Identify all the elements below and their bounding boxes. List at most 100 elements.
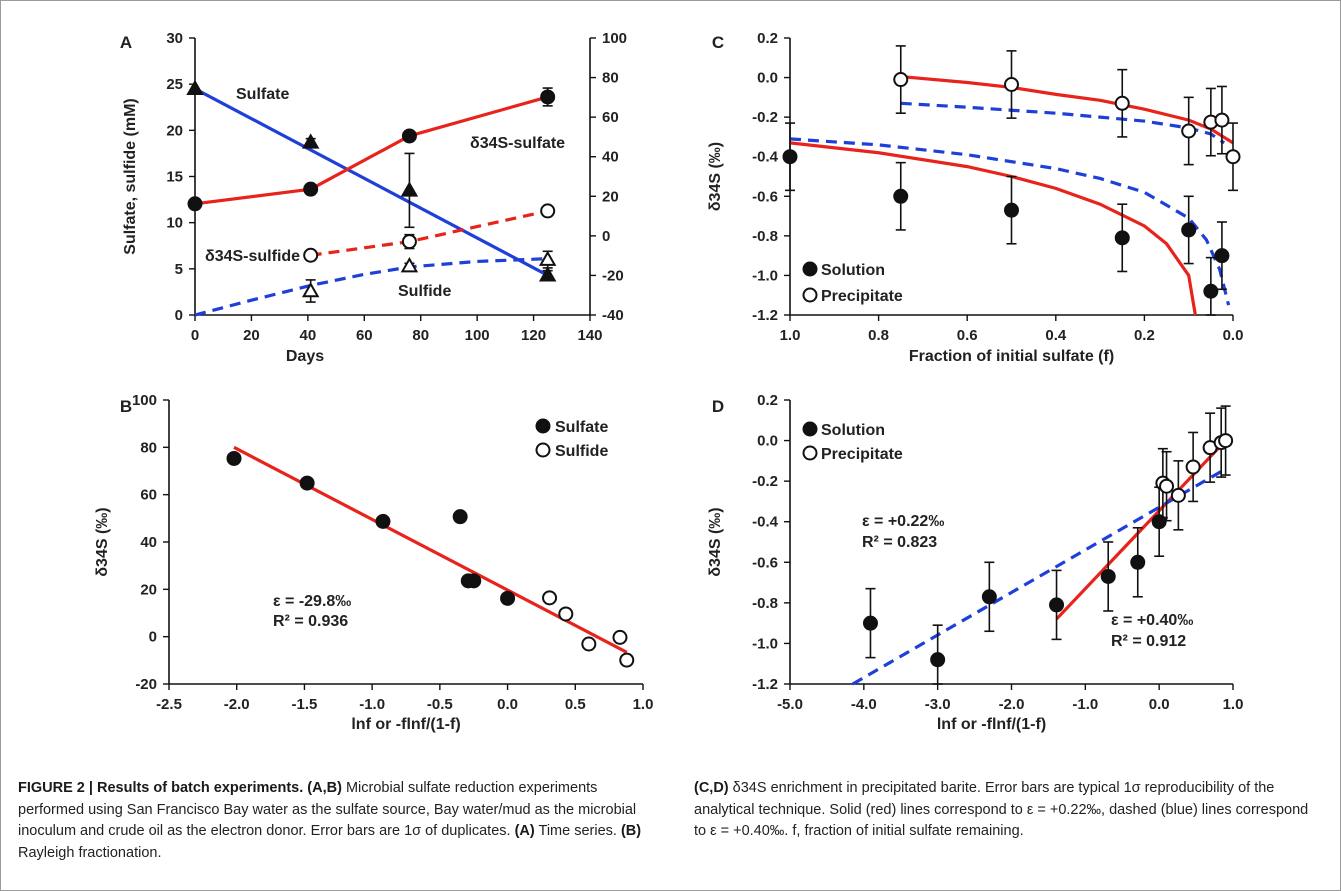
panel-d-x-tick-label: -2.0 [999, 696, 1025, 713]
panel-b-y-tick-label: 40 [140, 534, 157, 551]
panel-c-curve-2 [790, 141, 1197, 315]
panel-b-series-0-point [466, 573, 482, 589]
panel-b-x-tick-label: -1.0 [359, 696, 385, 713]
panel-a-y-tick-label: 15 [166, 169, 183, 186]
panel-c-x-tick-label: 0.6 [957, 327, 978, 344]
panel-b-legend-label: Sulfide [555, 443, 608, 460]
panel-c-series-0-point [1214, 248, 1230, 264]
panel-b-series-1-point [581, 636, 597, 652]
panel-c-x-tick-label: 1.0 [780, 327, 801, 344]
panel-a-series-3-point [303, 247, 319, 263]
panel-c-series-0-point [1181, 222, 1197, 238]
panel-a-series-1-point [400, 257, 419, 273]
caption-figure-title: FIGURE 2 | Results of batch experiments. [18, 780, 304, 796]
panel-b-y-tick-label: 0 [149, 629, 157, 646]
caption-b-text: Rayleigh fractionation. [18, 844, 162, 861]
panel-d-legend-label: Solution [821, 422, 885, 439]
panel-a-series-1-line [194, 257, 548, 317]
panel-a-series-1-point [538, 250, 557, 266]
panel-b-x-tick-label: 0.5 [565, 696, 586, 713]
panel-d-legend-marker [802, 445, 818, 461]
panel-b-legend-marker [535, 418, 551, 434]
panel-b-series-0-point [375, 513, 391, 529]
panel-a-series-2-point [401, 128, 417, 144]
panel-c-series-1-point [1181, 123, 1197, 139]
panel-d-y-tick-label: 0.0 [757, 433, 778, 450]
panel-c-x-axis-title: Fraction of initial sulfate (f) [909, 348, 1114, 365]
panel-d-epsilon-blue: ε = +0.22‰ [862, 513, 944, 530]
panel-d-legend-label: Precipitate [821, 446, 903, 463]
panel-a-label: A [120, 33, 132, 52]
panel-c-series-0-point [1203, 283, 1219, 299]
panel-b-series-1-point [619, 652, 635, 668]
panel-a-y2-tick-label: 100 [602, 30, 627, 47]
panel-d-y-tick-label: -0.6 [752, 554, 778, 571]
panel-a-y-tick-label: 5 [175, 261, 183, 278]
panel-d-x-tick-label: 1.0 [1223, 696, 1244, 713]
panel-b-y-tick-label: 20 [140, 581, 157, 598]
panel-c-series-1-point [1114, 95, 1130, 111]
panel-b-x-tick-label: 0.0 [497, 696, 518, 713]
caption-ab-text: Microbial sulfate reduction experiments … [18, 780, 637, 839]
panel-a-series-0-point [301, 133, 320, 149]
panel-c-x-tick-label: 0.8 [868, 327, 889, 344]
panel-a-y-tick-label: 10 [166, 215, 183, 232]
panel-d-y-axis-title: δ34S (‰) [707, 507, 724, 576]
panel-a-series-3-point [540, 203, 556, 219]
panel-d-r2-red: R² = 0.912 [1111, 633, 1186, 650]
panel-c-series-1-point [1214, 112, 1230, 128]
panel-d-legend-marker [802, 421, 818, 437]
panel-d-series-1-point [1185, 459, 1201, 475]
panel-d-x-axis-title: lnf or -flnf/(1-f) [937, 716, 1046, 733]
panel-d-series-0-point [1130, 554, 1146, 570]
panel-b-series-0-point [226, 450, 242, 466]
panel-c-y-axis-title: δ34S (‰) [707, 142, 724, 211]
panel-a-series-3-point [401, 234, 417, 250]
panel-c-series-1-point [893, 72, 909, 88]
panel-a-y-tick-label: 0 [175, 307, 183, 324]
panel-b-y-tick-label: -20 [135, 676, 157, 693]
panel-c-curve-1 [900, 101, 1226, 145]
panel-d-series-0-point [1049, 597, 1065, 613]
caption-b-label: (B) [620, 823, 642, 839]
panel-c-plot-area [790, 74, 1233, 315]
caption-right: (C,D) δ34S enrichment in precipitated ba… [694, 778, 1324, 843]
panel-b-r2: R² = 0.936 [273, 613, 348, 630]
panel-a-y2-tick-label: -40 [602, 307, 624, 324]
panel-c-legend-label: Solution [821, 262, 885, 279]
panel-a-x-tick-label: 40 [300, 327, 317, 344]
panel-a-x-tick-label: 60 [356, 327, 373, 344]
panel-c-series-0-point [1004, 202, 1019, 218]
panel-b-x-axis-title: lnf or -flnf/(1-f) [351, 716, 460, 733]
caption-a-label: (A) [514, 823, 535, 839]
panel-c-legend-marker [802, 287, 818, 303]
panel-d-y-tick-label: -0.4 [752, 514, 779, 531]
panel-c-y-tick-label: -0.8 [752, 228, 778, 245]
panel-a-series-0-line [194, 87, 549, 277]
panel-a-series-0-point [400, 181, 419, 197]
panel-c-legend-label: Precipitate [821, 288, 903, 305]
panel-a-x-tick-label: 80 [412, 327, 429, 344]
panel-c-x-tick-label: 0.2 [1134, 327, 1155, 344]
panel-c-series-1-point [1004, 76, 1019, 92]
caption-a-text: Time series. [538, 823, 617, 839]
panel-c-curve-0 [900, 74, 1233, 145]
panel-c-curve-3 [790, 137, 1231, 306]
panel-a-d34s-sulfide-label: δ34S-sulfide [205, 248, 300, 265]
caption-ab-label: (A,B) [307, 780, 342, 796]
panel-a-x-tick-label: 100 [465, 327, 490, 344]
panel-d-series-0-point [1100, 568, 1116, 584]
panel-b-x-tick-label: -2.0 [224, 696, 250, 713]
panel-d-x-tick-label: -5.0 [777, 696, 803, 713]
panel-a-y2-tick-label: 0 [602, 228, 610, 245]
panel-a-y-tick-label: 25 [166, 76, 183, 93]
panel-b-series-1-point [612, 629, 628, 645]
panel-d-y-tick-label: 0.2 [757, 392, 778, 409]
panel-b-epsilon: ε = -29.8‰ [273, 593, 351, 610]
panel-b-y-axis-title: δ34S (‰) [94, 507, 111, 576]
panel-a-y2-tick-label: 20 [602, 188, 619, 205]
panel-a-x-axis-title: Days [286, 348, 324, 365]
panel-d-series-1-point [1218, 433, 1234, 449]
caption-cd-label: (C,D) [694, 780, 729, 796]
